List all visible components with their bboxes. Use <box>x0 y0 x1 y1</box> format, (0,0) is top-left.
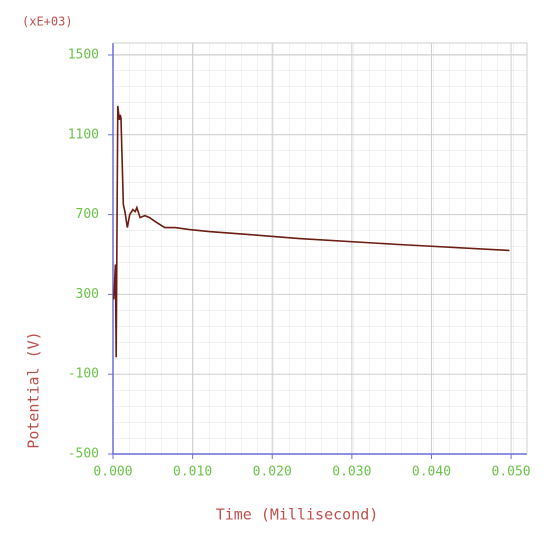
y-tick-label: 300 <box>76 287 99 302</box>
y-tick-label: -500 <box>68 447 99 462</box>
y-tick-label: -100 <box>68 367 99 382</box>
y-axis-title: Potential (V) <box>25 331 43 448</box>
x-tick-label: 0.050 <box>492 465 531 480</box>
x-tick-label: 0.010 <box>173 465 212 480</box>
x-tick-label: 0.030 <box>332 465 371 480</box>
y-tick-label: 1500 <box>68 47 99 62</box>
x-tick-label: 0.000 <box>93 465 132 480</box>
multiplier: (xE+03) <box>22 15 73 29</box>
y-tick-label: 1100 <box>68 127 99 142</box>
x-axis-title: Time (Millisecond) <box>216 506 379 524</box>
x-tick-label: 0.040 <box>412 465 451 480</box>
axes <box>112 43 527 455</box>
line-series <box>112 105 510 358</box>
y-tick-label: 700 <box>76 207 99 222</box>
x-tick-label: 0.020 <box>253 465 292 480</box>
